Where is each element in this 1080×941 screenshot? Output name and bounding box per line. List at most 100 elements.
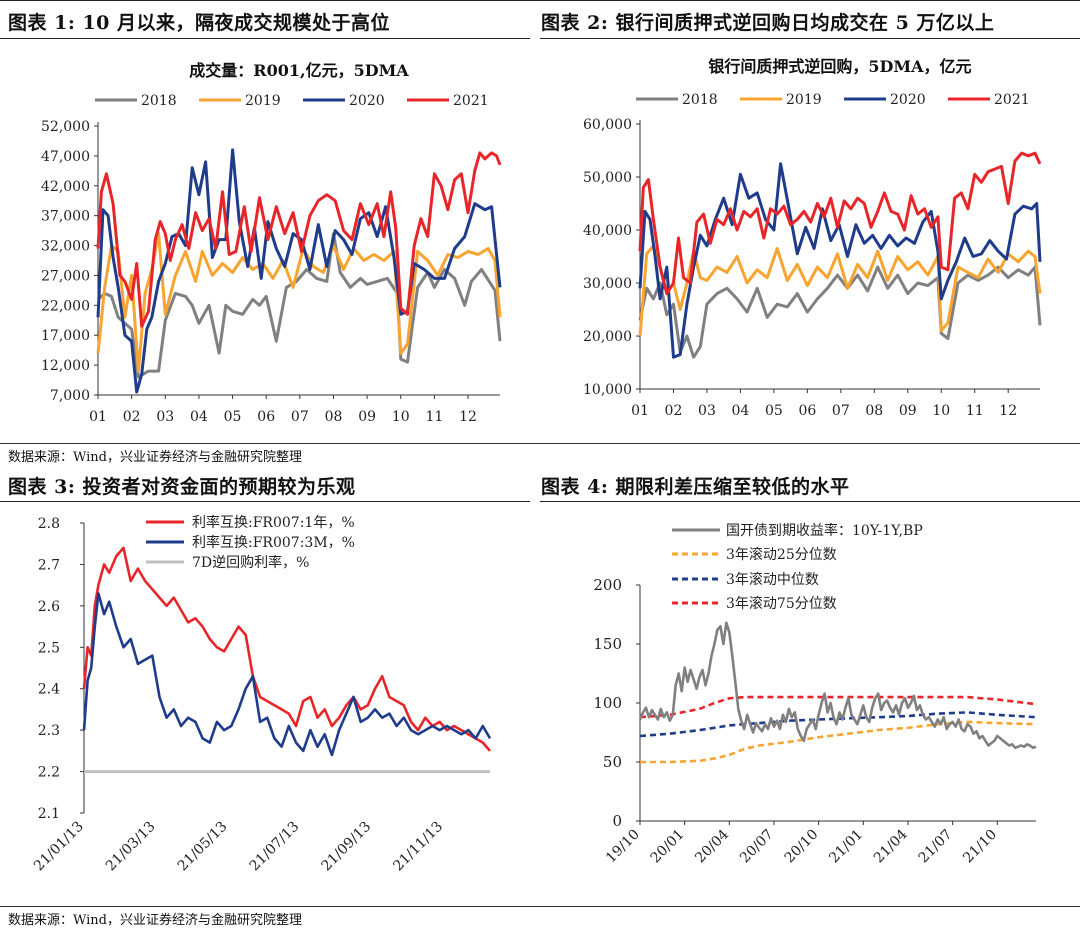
- source-rule-2: [0, 906, 1080, 907]
- top-rule: [0, 0, 1080, 1]
- chart1-x-tick-label: 05: [224, 409, 242, 425]
- chart3-y-tick-label: 2.6: [38, 599, 60, 615]
- chart3-x-tick-label: 21/03/13: [103, 819, 159, 875]
- chart1-series-2019: [96, 232, 502, 373]
- chart2-x-tick-label: 12: [999, 403, 1017, 419]
- chart3-legend-label-1: 利率互换:FR007:3M，%: [192, 534, 355, 551]
- chart2-x-tick-label: 05: [765, 403, 783, 419]
- chart3-series-0: [82, 546, 491, 752]
- chart-4-heading: 图表 4: 期限利差压缩至较低的水平: [541, 476, 850, 498]
- rule-under-heading-2: [540, 38, 1080, 39]
- chart1-x-tick-label: 12: [459, 409, 477, 425]
- chart4-x-tick-label: 21/10: [960, 827, 1000, 867]
- chart1-y-tick-label: 22,000: [41, 298, 90, 314]
- chart3-y-tick-label: 2.5: [38, 640, 60, 656]
- chart2-x-tick-label: 06: [798, 403, 816, 419]
- chart2-x-tick-label: 03: [698, 403, 716, 419]
- chart1-y-tick-label: 52,000: [41, 119, 90, 135]
- chart3-legend-label-2: 7D逆回购利率，%: [192, 554, 309, 571]
- chart2-legend-label-2020: 2020: [890, 92, 926, 108]
- source-rule-1: [0, 443, 1080, 444]
- chart1-x-tick-label: 09: [358, 409, 376, 425]
- chart1-x-tick-label: 03: [156, 409, 174, 425]
- chart-2-heading: 图表 2: 银行间质押式逆回购日均成交在 5 万亿以上: [541, 12, 995, 34]
- chart1-y-tick-label: 42,000: [41, 179, 90, 195]
- chart2-x-tick-label: 09: [899, 403, 917, 419]
- source-note-1: 数据来源：Wind，兴业证券经济与金融研究院整理: [8, 450, 302, 465]
- chart2-y-tick-label: 30,000: [583, 276, 632, 292]
- chart1-legend-label-2020: 2020: [349, 93, 385, 109]
- chart1-x-tick-label: 08: [325, 409, 343, 425]
- chart3-x-tick-label: 21/01/13: [31, 819, 87, 875]
- chart2-plot: [636, 97, 1042, 393]
- header-row-1: 图表 1: 10 月以来，隔夜成交规模处于高位 图表 2: 银行间质押式逆回购日…: [0, 2, 1080, 38]
- chart1-title: 成交量：R001,亿元，5DMA: [189, 61, 409, 80]
- chart4-legend-label-1: 3年滚动25分位数: [726, 546, 837, 563]
- chart4-legend-label-2: 3年滚动中位数: [726, 571, 819, 588]
- chart1-x-tick-label: 11: [425, 409, 443, 425]
- chart1-x-tick-label: 04: [190, 409, 208, 425]
- chart2-x-tick-label: 10: [932, 403, 950, 419]
- chart1-y-tick-label: 47,000: [41, 149, 90, 165]
- header-row-2: 图表 3: 投资者对资金面的预期较为乐观 图表 4: 期限利差压缩至较低的水平: [0, 466, 1080, 502]
- chart4-plot: [636, 528, 1037, 825]
- chart4-series-0: [638, 621, 1037, 750]
- rule-under-heading-4: [540, 501, 1080, 502]
- chart4-y-tick-label: 100: [593, 694, 622, 712]
- chart1-series-2018: [96, 232, 502, 379]
- chart-3-heading: 图表 3: 投资者对资金面的预期较为乐观: [8, 476, 356, 498]
- chart1-y-tick-label: 7,000: [50, 388, 90, 404]
- chart2-legend-label-2018: 2018: [682, 92, 718, 108]
- chart1-y-tick-label: 12,000: [41, 358, 90, 374]
- chart1-y-tick-label: 17,000: [41, 328, 90, 344]
- chart4-y-tick-label: 50: [603, 753, 622, 771]
- chart4-legend-label-0: 国开债到期收益率：10Y-1Y,BP: [726, 522, 923, 539]
- chart2-y-tick-label: 10,000: [583, 382, 632, 398]
- chart3-x-tick-label: 21/11/13: [390, 819, 446, 875]
- chart2-legend-label-2021: 2021: [994, 92, 1030, 108]
- chart4-x-tick-label: 19/10: [603, 827, 643, 867]
- chart4-series-2: [639, 711, 1037, 738]
- chart3-x-tick-label: 21/05/13: [175, 819, 231, 875]
- chart1-legend-label-2019: 2019: [245, 93, 281, 109]
- chart3-y-tick-label: 2.8: [38, 516, 60, 532]
- chart1-y-tick-label: 37,000: [41, 209, 90, 225]
- chart2-x-tick-label: 02: [665, 403, 683, 419]
- chart4-x-tick-label: 21/04: [871, 826, 911, 866]
- chart3-x-tick-label: 21/07/13: [247, 819, 303, 875]
- chart4-x-tick-label: 20/07: [737, 827, 777, 867]
- chart2-y-tick-label: 50,000: [583, 170, 632, 186]
- chart2-y-tick-label: 60,000: [583, 117, 632, 133]
- chart2-x-tick-label: 01: [631, 403, 649, 419]
- chart2-x-tick-label: 07: [832, 403, 850, 419]
- chart3-y-tick-label: 2.1: [38, 806, 60, 822]
- chart3-y-tick-label: 2.2: [38, 765, 60, 781]
- chart2-x-tick-label: 11: [966, 403, 984, 419]
- chart2-x-tick-label: 08: [865, 403, 883, 419]
- chart3-legend-label-0: 利率互换:FR007:1年，%: [192, 514, 355, 531]
- chart1-x-tick-label: 10: [392, 409, 410, 425]
- chart4-legend-label-3: 3年滚动75分位数: [726, 595, 837, 612]
- chart4-x-tick-label: 20/01: [648, 827, 688, 867]
- chart4-y-tick-label: 200: [593, 576, 622, 594]
- chart-1-heading: 图表 1: 10 月以来，隔夜成交规模处于高位: [8, 12, 391, 34]
- chart1-x-tick-label: 07: [291, 409, 309, 425]
- rule-under-heading-1: [0, 38, 530, 39]
- chart3-x-tick-label: 21/09/13: [318, 819, 374, 875]
- chart4-x-tick-label: 20/10: [782, 827, 822, 867]
- chart3-plot: [80, 520, 492, 814]
- chart2-title: 银行间质押式逆回购，5DMA，亿元: [708, 57, 971, 76]
- chart3-y-tick-label: 2.7: [38, 557, 60, 573]
- chart1-y-tick-label: 27,000: [41, 268, 90, 284]
- chart4-series-1: [640, 720, 1037, 764]
- chart2-y-tick-label: 20,000: [583, 329, 632, 345]
- chart4-y-tick-label: 0: [612, 812, 622, 830]
- chart2-series-2018: [638, 265, 1042, 359]
- chart1-series-2021: [96, 151, 502, 328]
- chart1-legend-label-2021: 2021: [453, 93, 489, 109]
- chart1-x-tick-label: 02: [123, 409, 141, 425]
- chart1-x-tick-label: 01: [89, 409, 107, 425]
- chart4-series-3: [639, 695, 1037, 719]
- chart3-y-tick-label: 2.3: [38, 723, 60, 739]
